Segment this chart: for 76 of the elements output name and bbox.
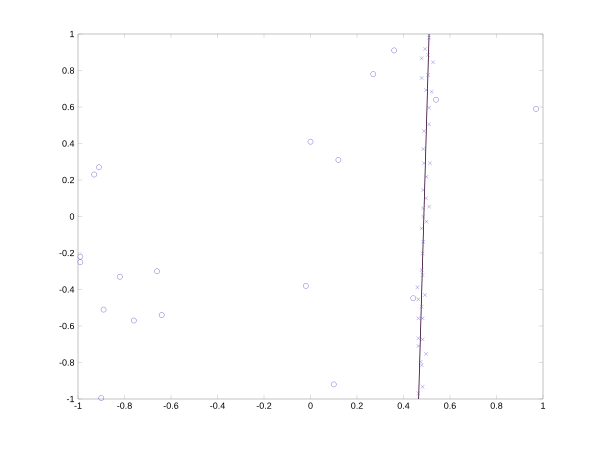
- point: [336, 157, 342, 163]
- point: [415, 285, 420, 290]
- x-tick-label: 0.8: [490, 402, 502, 409]
- point: [422, 292, 427, 298]
- point: [426, 52, 430, 58]
- x-tick-label: 0.4: [398, 402, 410, 409]
- point: [424, 88, 428, 92]
- point: [427, 122, 432, 126]
- point: [420, 268, 424, 272]
- point: [431, 60, 436, 64]
- point: [416, 297, 420, 302]
- y-tick-label: 0: [70, 213, 74, 220]
- point: [420, 251, 425, 256]
- point: [422, 129, 426, 134]
- x-tick-label: 0.6: [444, 402, 456, 409]
- point: [117, 274, 123, 280]
- y-tick-label: -1: [66, 396, 74, 402]
- point: [421, 146, 426, 152]
- point: [98, 395, 104, 401]
- point: [91, 172, 98, 178]
- x-tick-label: -1: [74, 402, 82, 409]
- point: [420, 384, 425, 389]
- x-tick-label: -0.4: [210, 402, 225, 409]
- point: [158, 312, 164, 318]
- point: [424, 196, 428, 200]
- point: [418, 360, 423, 364]
- point: [427, 106, 432, 110]
- x-tick-label: -0.6: [164, 402, 178, 409]
- x-tick-label: 0.2: [351, 402, 363, 409]
- point: [420, 273, 425, 278]
- point: [308, 138, 314, 144]
- point: [391, 48, 397, 54]
- y-tick-label: 0.6: [62, 104, 74, 110]
- point: [78, 254, 84, 260]
- x-tick-label: -0.8: [117, 402, 132, 409]
- y-tick-label: -0.8: [59, 359, 74, 366]
- x-tick-label: 0: [308, 402, 313, 409]
- y-tick-label: 0.4: [62, 140, 74, 147]
- point: [420, 76, 424, 80]
- point: [420, 363, 424, 368]
- point: [420, 226, 424, 230]
- y-tick-label: 0.2: [62, 176, 74, 184]
- point: [424, 352, 428, 356]
- point: [421, 188, 426, 192]
- point: [420, 56, 424, 60]
- point: [416, 391, 420, 396]
- point: [533, 106, 539, 112]
- point: [96, 164, 102, 170]
- point: [131, 318, 137, 324]
- y-tick-label: -0.2: [59, 250, 74, 256]
- point: [433, 96, 439, 102]
- point: [416, 344, 420, 348]
- y-tick-label: 0.8: [62, 67, 74, 74]
- point: [430, 90, 434, 94]
- x-tick-label: -0.2: [256, 402, 272, 409]
- point: [424, 174, 429, 179]
- point: [423, 46, 428, 51]
- y-tick-label: 1: [70, 30, 74, 38]
- point: [100, 306, 106, 312]
- point: [426, 73, 430, 78]
- point: [78, 259, 84, 265]
- x-tick-label: 1: [541, 402, 546, 409]
- y-tick-label: -0.6: [59, 322, 74, 330]
- point: [154, 268, 160, 274]
- point: [420, 304, 424, 309]
- point: [370, 71, 376, 77]
- point: [427, 36, 432, 40]
- y-tick-label: -0.4: [59, 286, 74, 293]
- point: [421, 206, 426, 210]
- point: [410, 295, 416, 302]
- point: [424, 220, 429, 224]
- point: [427, 204, 432, 209]
- point: [421, 240, 426, 244]
- point: [421, 214, 426, 219]
- point: [330, 382, 337, 388]
- point: [303, 283, 309, 289]
